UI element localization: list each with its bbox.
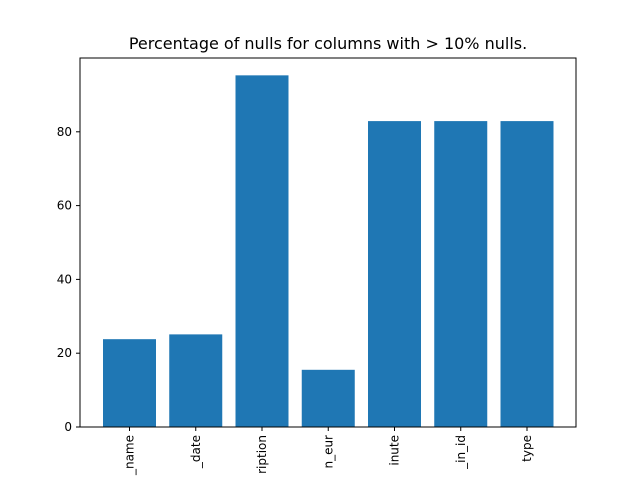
y-tick-label-3: 60 (57, 199, 72, 213)
x-tick-label-1: _date (189, 435, 203, 469)
x-axis: _name _date ription n_eur inute _in_id type (123, 427, 534, 476)
plot-frame (79, 57, 577, 428)
y-axis: 0 20 40 60 80 (57, 125, 80, 434)
y-tick-label-2: 40 (57, 272, 72, 286)
bar-3 (301, 369, 355, 427)
x-tick-label-3: n_eur (321, 435, 335, 469)
x-tick-label-0: _name (123, 435, 137, 476)
x-tick-label-6: type (520, 435, 534, 462)
chart-title: Percentage of nulls for columns with > 1… (129, 34, 527, 53)
bar-0 (103, 339, 156, 427)
y-tick-label-0: 0 (64, 420, 72, 434)
bar-6 (500, 121, 554, 427)
bar-1 (169, 334, 223, 427)
x-tick-label-5: _in_id (454, 435, 468, 470)
y-tick-label-1: 20 (57, 346, 72, 360)
bar-2 (235, 75, 289, 427)
bars-group (103, 75, 554, 427)
bar-5 (434, 121, 488, 427)
x-tick-label-4: inute (388, 435, 402, 466)
bar-4 (368, 121, 421, 427)
y-tick-label-4: 80 (57, 125, 72, 139)
x-tick-label-2: ription (255, 435, 269, 474)
